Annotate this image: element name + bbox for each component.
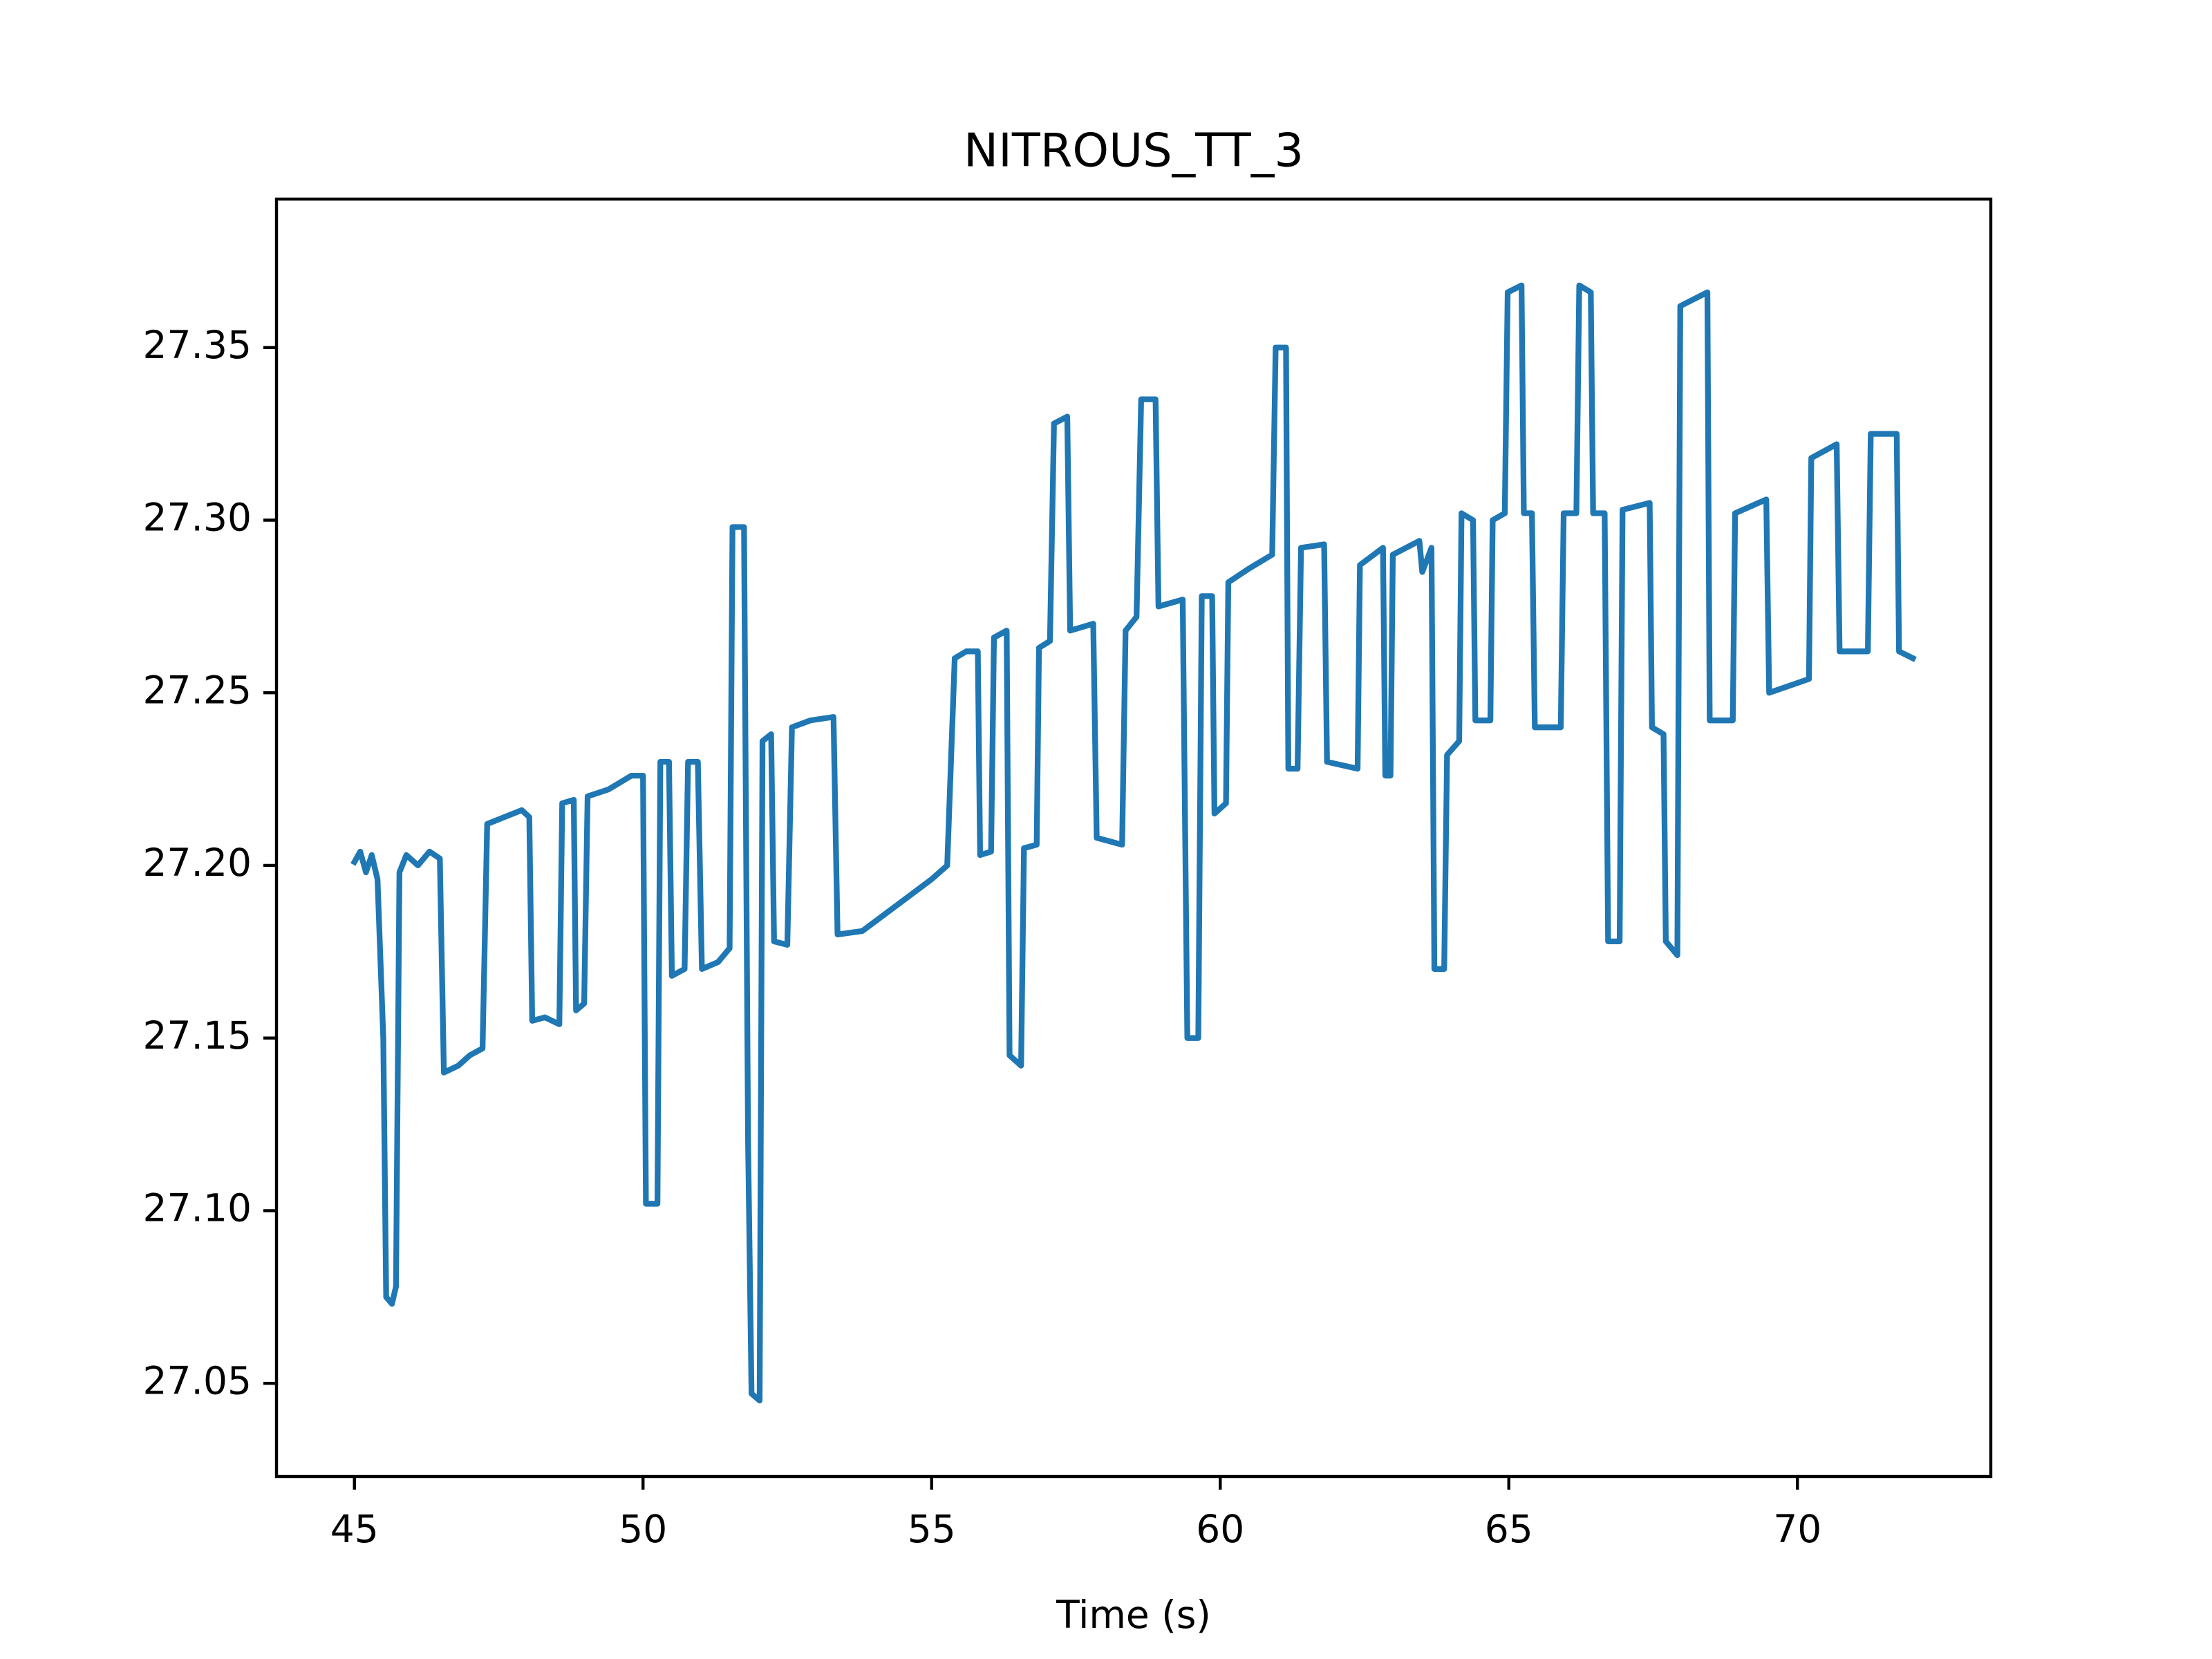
y-tick-label: 27.15 [143, 1013, 252, 1058]
x-tick-label: 60 [1196, 1507, 1244, 1551]
x-tick-label: 45 [330, 1507, 379, 1551]
y-tick-label: 27.20 [143, 841, 252, 885]
y-tick-label: 27.30 [143, 496, 252, 540]
data-line [350, 282, 1917, 1404]
chart-title: NITROUS_TT_3 [964, 124, 1304, 178]
y-tick-label: 27.25 [143, 668, 252, 712]
y-tick-label: 27.10 [143, 1186, 252, 1230]
y-tick-label: 27.35 [143, 323, 252, 367]
y-tick-label: 27.05 [143, 1358, 252, 1403]
axes-frame [274, 197, 1993, 1479]
x-tick-label: 70 [1773, 1507, 1821, 1551]
x-axis-label: Time (s) [1056, 1593, 1211, 1637]
x-tick-label: 55 [908, 1507, 956, 1551]
x-tick-label: 50 [619, 1507, 667, 1551]
x-tick-label: 65 [1485, 1507, 1533, 1551]
